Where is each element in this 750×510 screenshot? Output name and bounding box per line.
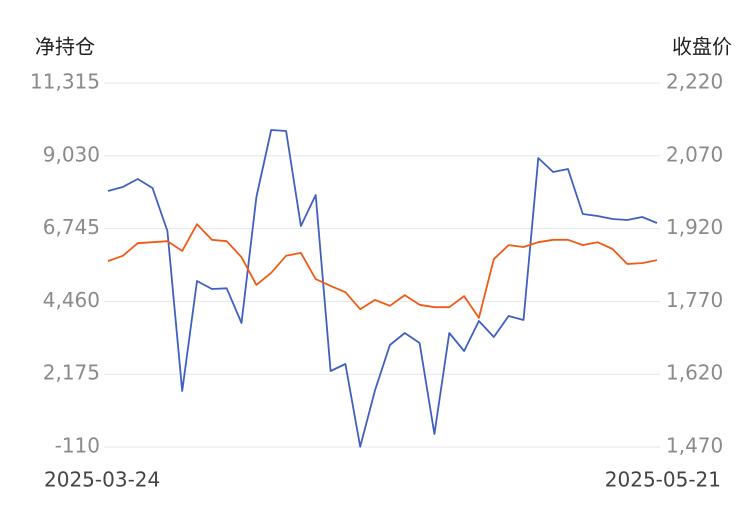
y2-tick-label: 2,220: [666, 70, 723, 94]
y2-tick-label: 1,920: [666, 215, 723, 239]
y-tick-label: 9,030: [43, 142, 100, 166]
y2-tick-label: 2,070: [666, 142, 723, 166]
y2-tick-label: 1,770: [666, 288, 723, 312]
line-series: [107, 223, 658, 319]
y2-tick-label: 1,620: [666, 361, 723, 385]
y-tick-label: 2,175: [43, 361, 100, 385]
y-tick-label: 11,315: [30, 70, 100, 94]
y2-tick-label: 1,470: [666, 434, 723, 458]
y-tick-label: -110: [55, 434, 100, 458]
x-tick-label: 2025-03-24: [44, 468, 160, 492]
line-series: [107, 129, 658, 448]
y-tick-label: 4,460: [43, 288, 100, 312]
x-tick-label: 2025-05-21: [605, 468, 721, 492]
y-tick-label: 6,745: [43, 215, 100, 239]
y2-axis-title: 收盘价: [672, 35, 732, 59]
y-axis-title: 净持仓: [35, 35, 95, 59]
